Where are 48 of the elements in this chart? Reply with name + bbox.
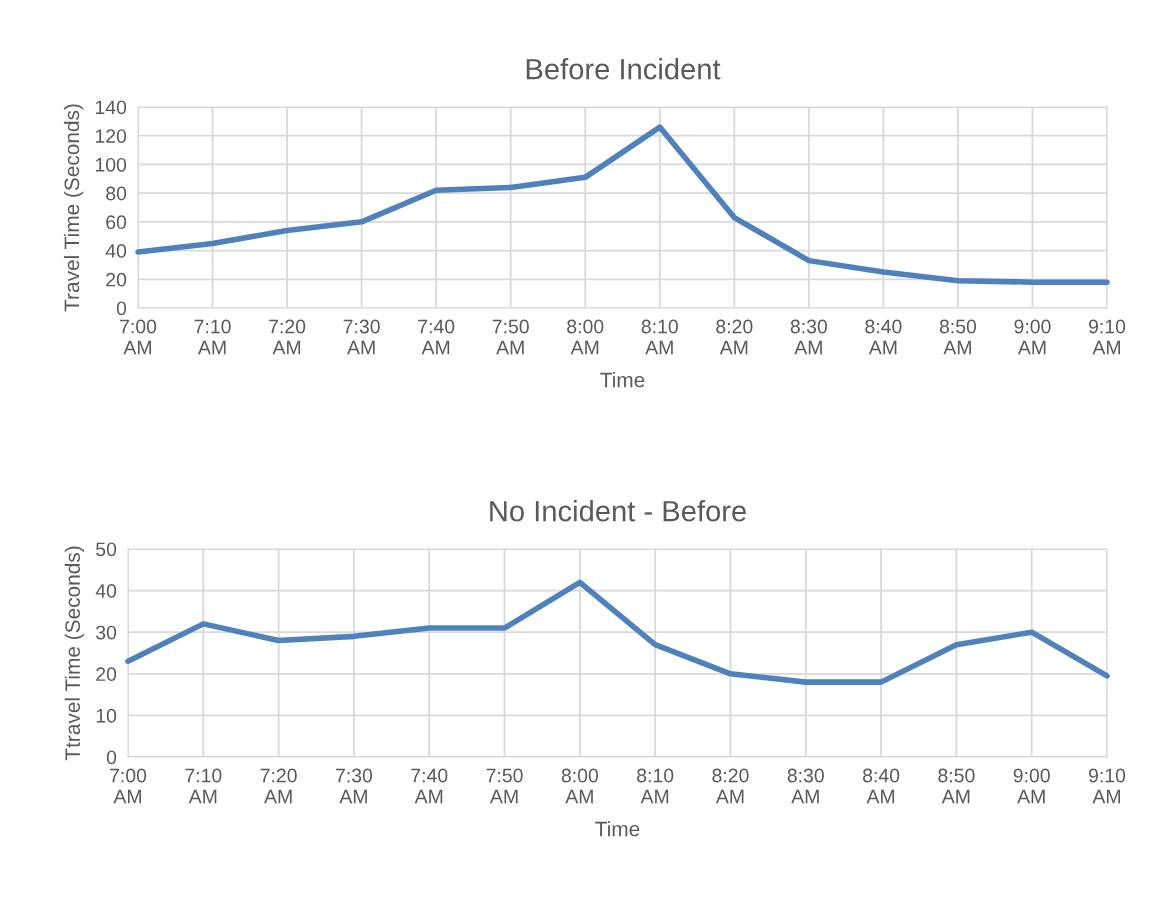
x-tick-label: 7:10 AM — [185, 768, 222, 804]
x-tick-label: 8:30 AM — [790, 319, 828, 355]
x-tick-label: 7:40 AM — [418, 319, 455, 355]
y-tick-label: 20 — [96, 667, 117, 682]
x-tick-label: 8:00 AM — [567, 319, 604, 355]
x-tick-label: 9:00 AM — [1013, 768, 1050, 804]
y-axis-title: Ttravel Time (Seconds) — [64, 546, 85, 761]
x-tick-label: 8:50 AM — [939, 319, 977, 355]
y-tick-label: 40 — [95, 584, 117, 598]
x-tick-label: 7:50 AM — [492, 319, 529, 355]
x-tick-label: 7:00 AM — [110, 768, 147, 804]
y-tick-label: 100 — [95, 157, 127, 172]
y-tick-label: 50 — [96, 542, 117, 557]
chart-title: Before Incident — [526, 58, 721, 80]
x-tick-label: 7:00 AM — [120, 319, 157, 355]
x-axis-title: Time — [595, 821, 640, 837]
x-tick-label: 8:20 AM — [716, 319, 753, 355]
x-tick-label: 8:10 AM — [641, 319, 678, 355]
chart-title: No Incident - Before — [490, 500, 746, 522]
y-tick-label: 30 — [96, 625, 117, 640]
y-tick-label: 20 — [106, 272, 127, 287]
x-tick-label: 7:10 AM — [194, 319, 231, 355]
y-tick-label: 80 — [106, 186, 127, 201]
x-tick-label: 7:20 AM — [260, 768, 297, 804]
x-tick-label: 7:40 AM — [411, 768, 448, 804]
x-tick-label: 8:30 AM — [787, 768, 824, 804]
x-tick-label: 9:10 AM — [1088, 319, 1126, 355]
y-tick-label: 120 — [95, 129, 127, 143]
x-tick-label: 8:50 AM — [938, 768, 975, 804]
y-tick-label: 0 — [116, 301, 127, 316]
x-tick-label: 9:00 AM — [1014, 319, 1051, 355]
x-tick-label: 7:30 AM — [336, 768, 373, 804]
x-tick-label: 7:50 AM — [486, 768, 523, 804]
y-tick-label: 40 — [105, 244, 127, 258]
y-tick-label: 10 — [96, 708, 117, 723]
x-tick-label: 8:40 AM — [865, 319, 902, 355]
x-tick-label: 8:20 AM — [712, 768, 749, 804]
x-tick-label: 9:10 AM — [1088, 768, 1126, 804]
y-axis-title: Travel Time (Seconds) — [63, 104, 84, 312]
x-tick-label: 7:20 AM — [269, 319, 306, 355]
x-tick-label: 8:10 AM — [637, 768, 674, 804]
y-tick-label: 60 — [106, 215, 127, 230]
y-tick-label: 140 — [95, 100, 127, 115]
x-tick-label: 8:00 AM — [561, 768, 599, 804]
x-tick-label: 7:30 AM — [343, 319, 380, 355]
x-axis-title: Time — [600, 372, 645, 388]
y-tick-label: 0 — [106, 750, 117, 765]
x-tick-label: 8:40 AM — [863, 768, 900, 804]
